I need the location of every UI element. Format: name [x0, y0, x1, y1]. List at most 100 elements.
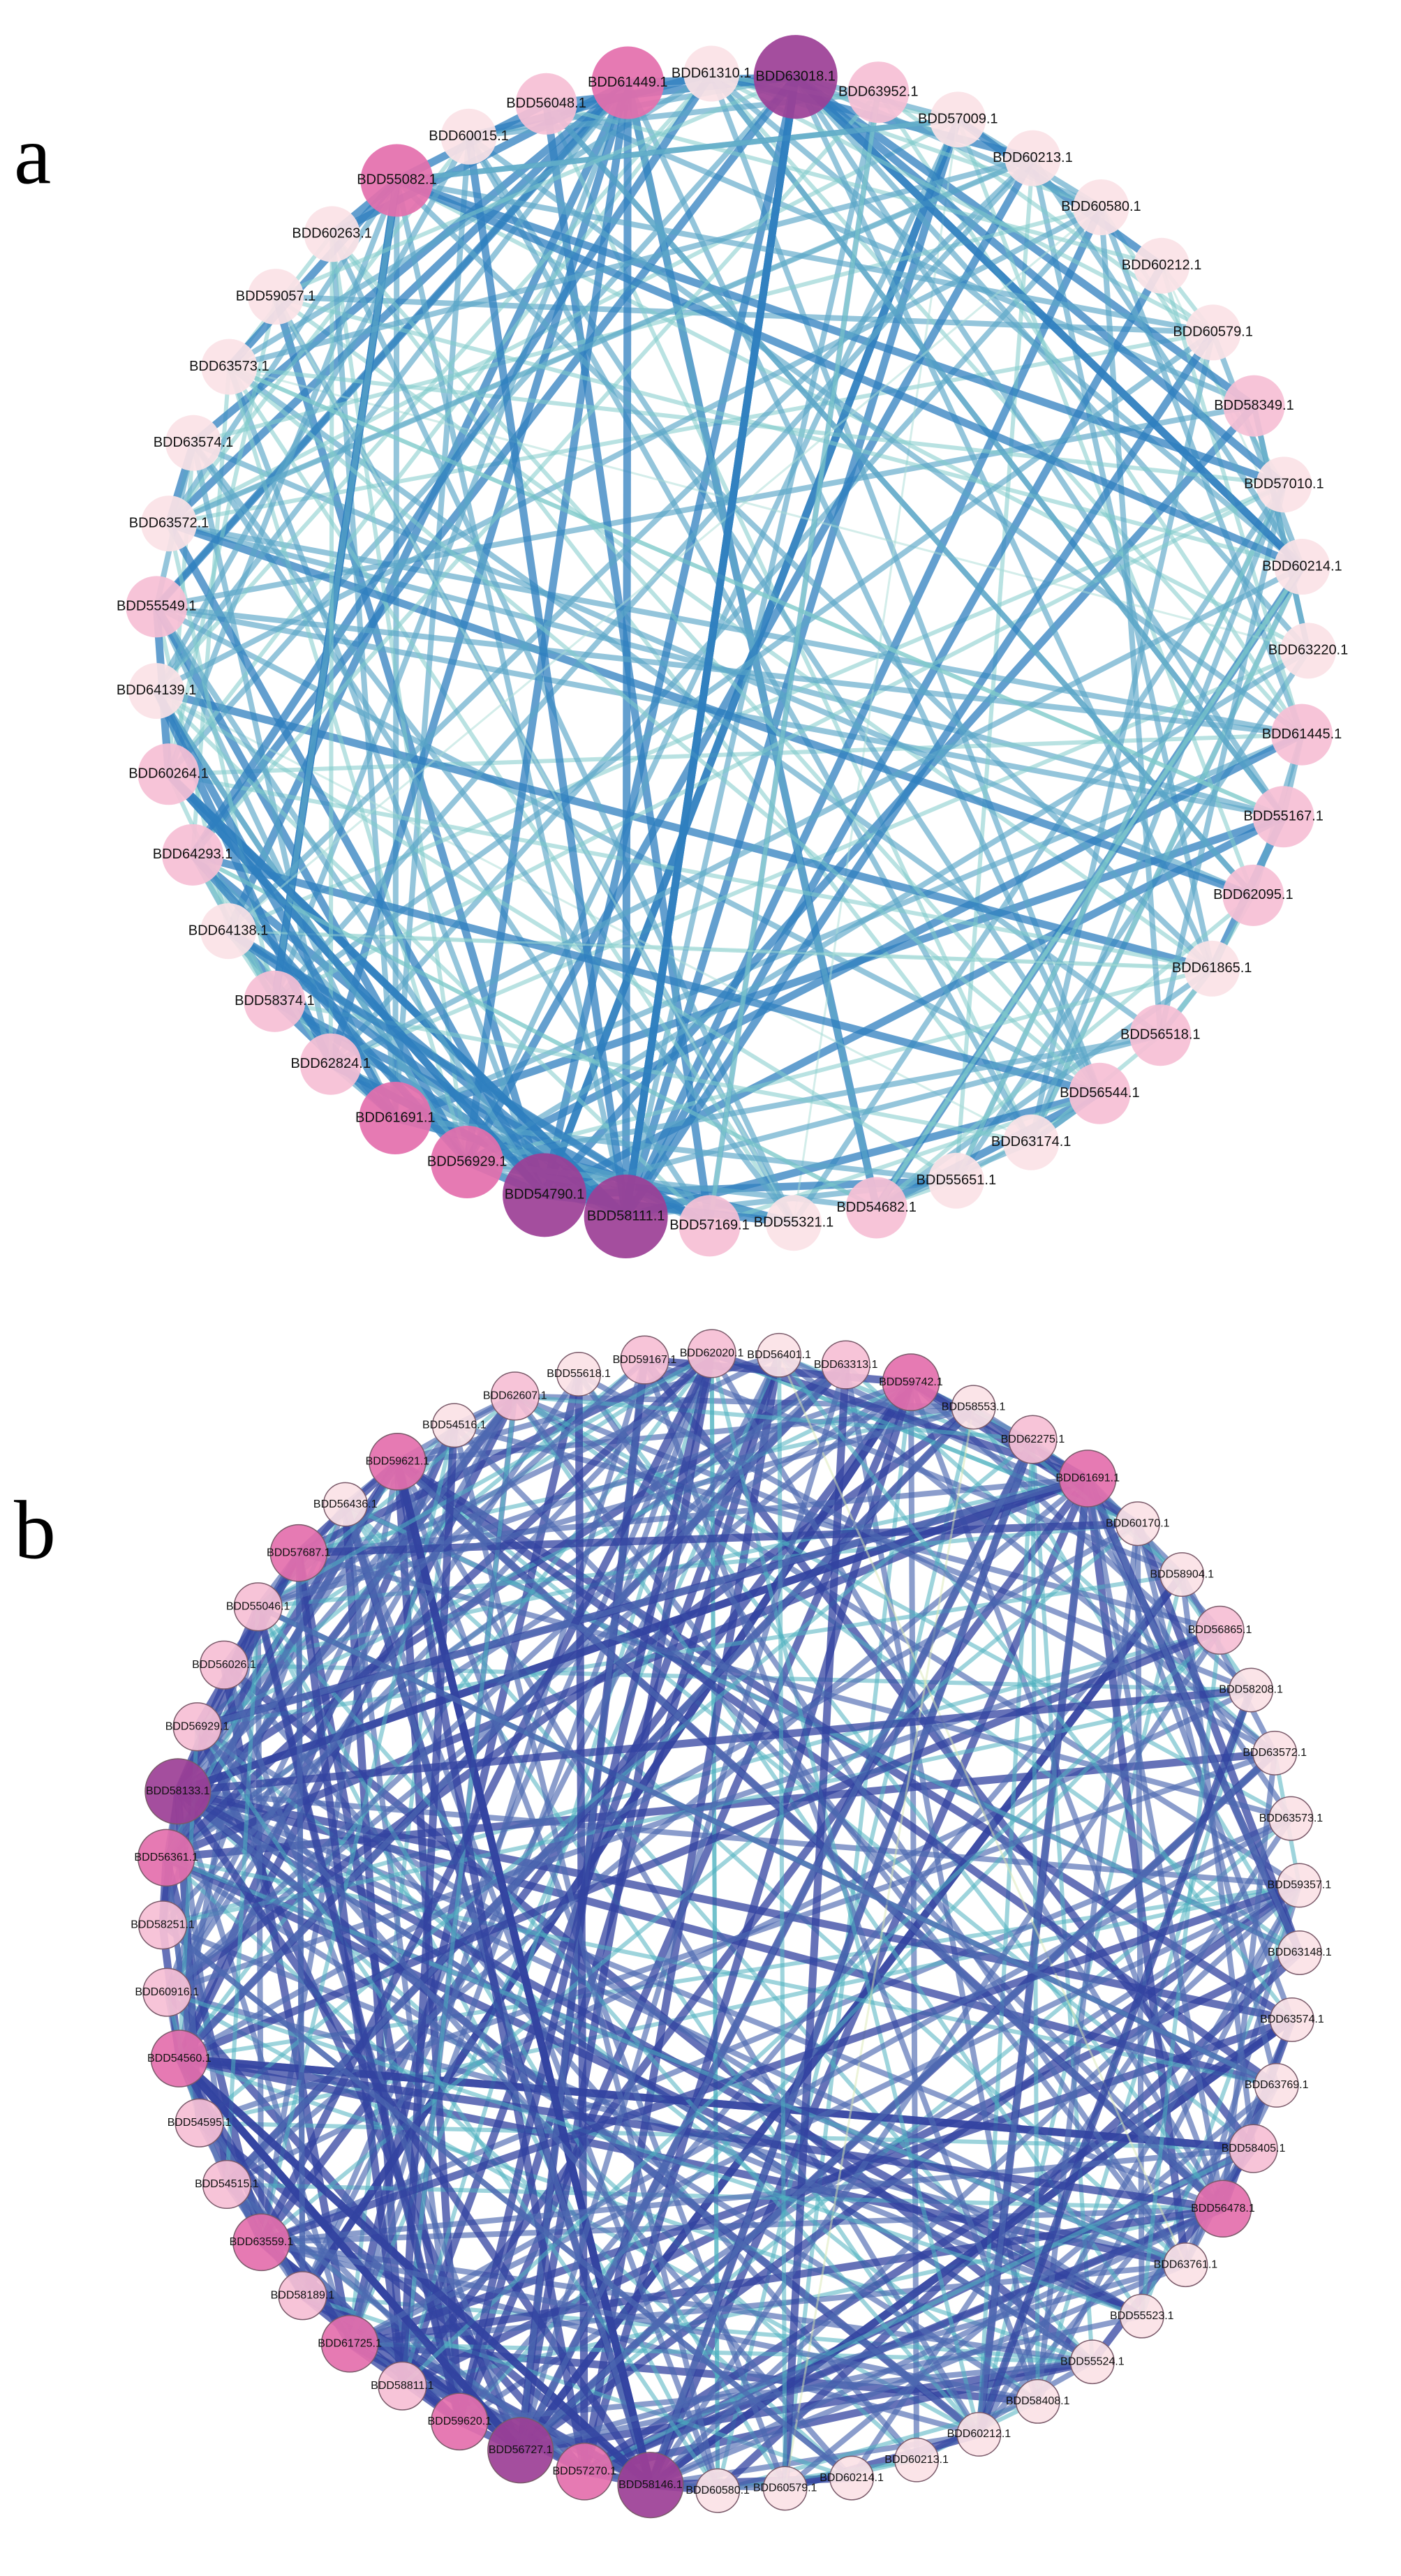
edge — [465, 135, 630, 1217]
node — [1194, 2180, 1252, 2238]
node-label: BDD54515.1 — [195, 2178, 259, 2190]
node — [829, 2455, 875, 2501]
node-label: BDD61691.1 — [1055, 1473, 1120, 1484]
node-label: BDD59167.1 — [613, 1354, 677, 1366]
node — [1274, 539, 1330, 595]
node-label: BDD63952.1 — [838, 84, 919, 99]
node-label: BDD55321.1 — [754, 1214, 834, 1230]
panel-letter: b — [14, 1484, 56, 1577]
edge — [396, 117, 958, 184]
edge — [976, 1477, 1091, 2435]
node — [138, 1900, 188, 1950]
node-label: BDD55046.1 — [226, 1600, 290, 1612]
node — [617, 2452, 684, 2519]
edge — [396, 177, 1214, 336]
edge — [778, 1355, 1187, 2265]
node — [928, 1152, 984, 1209]
edge — [191, 91, 880, 856]
edge — [165, 1855, 1277, 2087]
node — [232, 2213, 290, 2272]
node — [757, 1332, 802, 1378]
edge — [576, 1372, 1188, 2267]
edge — [1179, 1573, 1277, 1755]
node-label: BDD60212.1 — [1122, 258, 1202, 273]
edge — [195, 1725, 854, 2480]
edge — [154, 135, 471, 692]
node — [1268, 1796, 1314, 1841]
edge — [165, 1855, 1039, 2404]
edge — [226, 156, 1035, 933]
edge — [261, 2145, 1254, 2245]
node-label: BDD56361.1 — [134, 1852, 198, 1863]
node-label: BDD58374.1 — [235, 993, 315, 1008]
node — [1195, 1605, 1245, 1655]
node-label: BDD54682.1 — [836, 1200, 917, 1215]
node — [1254, 2062, 1299, 2108]
node — [679, 1195, 741, 1257]
edge — [165, 179, 400, 775]
node — [1058, 1450, 1117, 1507]
edge — [649, 2206, 1224, 2488]
node — [137, 1829, 195, 1887]
node — [1069, 2339, 1115, 2385]
node — [1159, 1552, 1205, 1598]
node — [142, 1967, 192, 2017]
node — [1185, 304, 1241, 361]
node-label: BDD60170.1 — [1106, 1517, 1170, 1529]
node-label: BDD64138.1 — [188, 923, 269, 938]
node — [244, 970, 306, 1032]
edge — [398, 1425, 459, 2386]
edge — [258, 1521, 1139, 1609]
node — [956, 2411, 1002, 2457]
node — [1008, 1415, 1058, 1464]
edge — [465, 731, 1304, 1166]
node-label: BDD56026.1 — [192, 1659, 256, 1671]
edge — [154, 605, 547, 1197]
node-label: BDD56478.1 — [1191, 2203, 1255, 2214]
edge — [1183, 2084, 1280, 2266]
node — [1271, 703, 1333, 766]
edge — [195, 1725, 720, 2492]
node-label: BDD61445.1 — [1262, 727, 1342, 742]
edge — [164, 1394, 517, 1860]
edge — [907, 1382, 920, 2460]
node-label: BDD58811.1 — [371, 2380, 434, 2392]
node — [431, 1403, 477, 1448]
node-label: BDD63220.1 — [1268, 643, 1349, 658]
edge — [348, 1882, 1301, 2346]
edge — [875, 1089, 1102, 1212]
edge — [154, 81, 630, 693]
node — [753, 35, 838, 119]
node-label: BDD57270.1 — [553, 2466, 617, 2478]
edge — [156, 604, 1303, 738]
edge — [577, 1371, 1277, 1756]
edge — [544, 102, 1256, 898]
node — [1269, 1997, 1314, 2042]
edge — [1085, 1477, 1295, 2021]
node — [138, 743, 200, 805]
edge — [711, 71, 958, 122]
node — [126, 576, 188, 638]
edge — [468, 70, 713, 141]
node — [440, 108, 497, 165]
node-label: BDD58553.1 — [942, 1401, 1006, 1413]
node-label: BDD59057.1 — [236, 288, 316, 304]
node — [1222, 864, 1284, 926]
node-label: BDD58208.1 — [1219, 1684, 1283, 1696]
edge — [224, 1607, 260, 2185]
edge — [466, 135, 1102, 1095]
node-label: BDD60015.1 — [429, 128, 509, 144]
node — [201, 338, 258, 395]
node-label: BDD56929.1 — [427, 1154, 507, 1169]
node-label: BDD61691.1 — [355, 1110, 436, 1125]
node — [687, 1329, 736, 1378]
node — [165, 415, 221, 471]
node-label: BDD58408.1 — [1006, 2395, 1070, 2407]
node-label: BDD60916.1 — [135, 1986, 199, 1998]
node — [487, 2417, 554, 2484]
edge — [956, 119, 1256, 896]
node — [1119, 2293, 1164, 2339]
node — [845, 1177, 907, 1239]
edge — [401, 1628, 1222, 2388]
edge — [1251, 405, 1311, 652]
